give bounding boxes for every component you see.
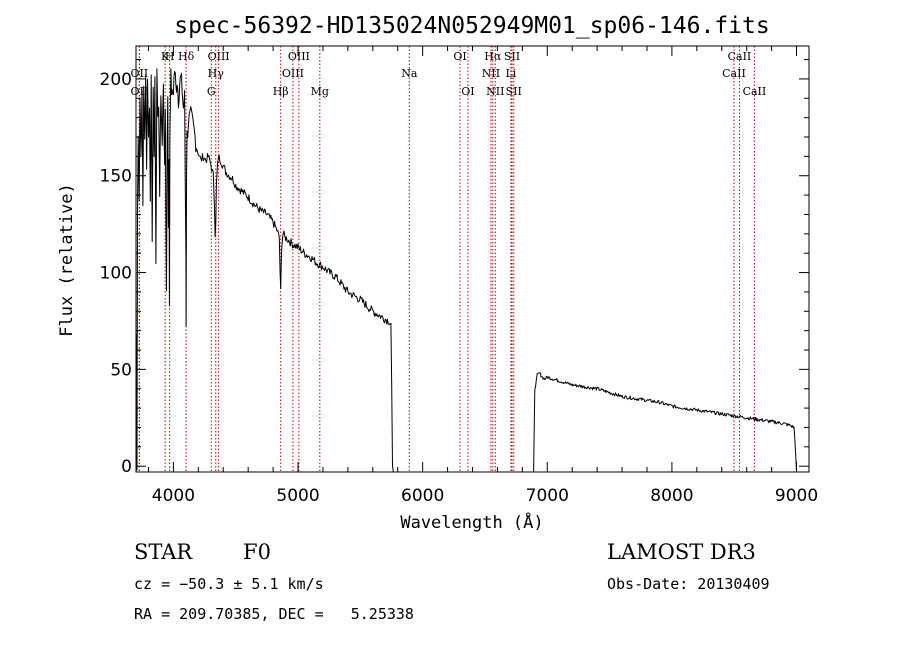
y-axis: 0 50 100 150 200 — [100, 59, 809, 477]
redshift-cz: cz = −50.3 ± 5.1 km/s — [134, 575, 324, 593]
plot-frame — [135, 45, 810, 473]
x-axis: 4000 5000 6000 7000 8000 9000 — [147, 46, 818, 506]
spectrum-chart: spec-56392-HD135024N052949M01_sp06-146.f… — [57, 13, 818, 533]
line-marker-label: SII — [504, 50, 520, 63]
x-tick-label: 6000 — [401, 486, 444, 506]
line-marker-label: OIII — [208, 50, 230, 63]
line-marker-label: NII — [482, 67, 500, 80]
line-marker-label: NII — [486, 85, 504, 98]
ra-dec: RA = 209.70385, DEC = 5.25338 — [134, 605, 414, 623]
line-marker-label: CaII — [722, 67, 746, 80]
line-marker-label: CaII — [728, 50, 752, 63]
y-tick-label: 50 — [110, 360, 132, 380]
x-tick-label: 5000 — [276, 486, 319, 506]
line-marker-label: Hγ — [208, 67, 225, 80]
survey-name: LAMOST DR3 — [607, 540, 756, 564]
line-marker-label: SII — [506, 85, 522, 98]
line-marker-label: Hα — [484, 50, 502, 63]
line-marker-label: K — [161, 50, 170, 63]
object-class: STAR — [134, 540, 193, 564]
flux-series — [135, 68, 797, 473]
line-marker-label: CaII — [743, 85, 767, 98]
x-tick-label: 8000 — [650, 486, 693, 506]
y-tick-label: 200 — [100, 70, 132, 90]
flux-line — [135, 68, 797, 473]
line-marker-label: Hδ — [178, 50, 195, 63]
line-marker-label: Na — [401, 67, 418, 80]
x-tick-label: 7000 — [526, 486, 569, 506]
line-marker-label: OIII — [282, 67, 304, 80]
y-tick-label: 150 — [100, 167, 132, 187]
x-tick-label: 9000 — [775, 486, 818, 506]
y-tick-label: 0 — [121, 457, 132, 477]
line-marker-label: OI — [453, 50, 466, 63]
line-marker-label: OII — [131, 67, 149, 80]
line-marker-label: OI — [461, 85, 474, 98]
line-marker-label: Hβ — [273, 85, 289, 98]
x-axis-label: Wavelength (Å) — [400, 511, 543, 533]
x-tick-label: 4000 — [152, 486, 195, 506]
line-marker-label: OIII — [288, 50, 310, 63]
line-marker-label: G — [207, 85, 216, 98]
line-marker-label: Mg — [311, 85, 329, 98]
y-tick-label: 100 — [100, 264, 132, 284]
obs-date: Obs-Date: 20130409 — [607, 575, 770, 593]
line-marker-label: H — [165, 50, 175, 63]
chart-title: spec-56392-HD135024N052949M01_sp06-146.f… — [174, 13, 769, 39]
y-axis-label: Flux (relative) — [57, 183, 77, 337]
object-subclass: F0 — [243, 540, 271, 564]
line-marker-label: Li — [505, 67, 516, 80]
